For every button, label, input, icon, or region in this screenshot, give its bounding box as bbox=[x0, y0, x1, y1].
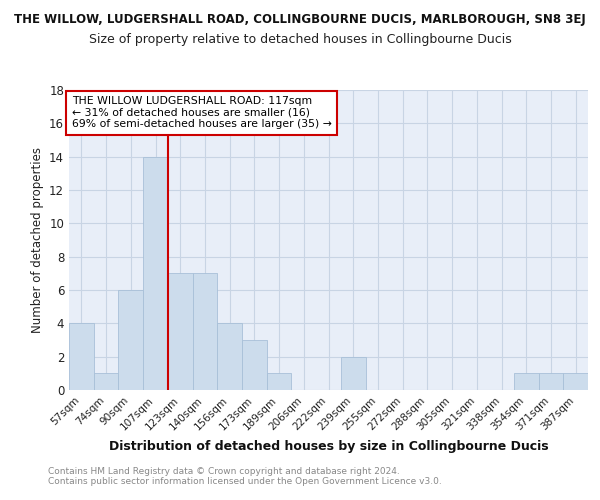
Bar bbox=[563, 374, 588, 390]
Bar bbox=[341, 356, 365, 390]
Bar bbox=[217, 324, 242, 390]
Bar bbox=[193, 274, 217, 390]
Text: THE WILLOW LUDGERSHALL ROAD: 117sqm
← 31% of detached houses are smaller (16)
69: THE WILLOW LUDGERSHALL ROAD: 117sqm ← 31… bbox=[71, 96, 331, 129]
X-axis label: Distribution of detached houses by size in Collingbourne Ducis: Distribution of detached houses by size … bbox=[109, 440, 548, 453]
Bar bbox=[539, 374, 563, 390]
Bar bbox=[69, 324, 94, 390]
Text: Size of property relative to detached houses in Collingbourne Ducis: Size of property relative to detached ho… bbox=[89, 32, 511, 46]
Y-axis label: Number of detached properties: Number of detached properties bbox=[31, 147, 44, 333]
Text: Contains public sector information licensed under the Open Government Licence v3: Contains public sector information licen… bbox=[48, 477, 442, 486]
Bar bbox=[94, 374, 118, 390]
Bar bbox=[168, 274, 193, 390]
Text: Contains HM Land Registry data © Crown copyright and database right 2024.: Contains HM Land Registry data © Crown c… bbox=[48, 467, 400, 476]
Bar bbox=[118, 290, 143, 390]
Bar bbox=[514, 374, 539, 390]
Text: THE WILLOW, LUDGERSHALL ROAD, COLLINGBOURNE DUCIS, MARLBOROUGH, SN8 3EJ: THE WILLOW, LUDGERSHALL ROAD, COLLINGBOU… bbox=[14, 12, 586, 26]
Bar bbox=[267, 374, 292, 390]
Bar bbox=[242, 340, 267, 390]
Bar bbox=[143, 156, 168, 390]
